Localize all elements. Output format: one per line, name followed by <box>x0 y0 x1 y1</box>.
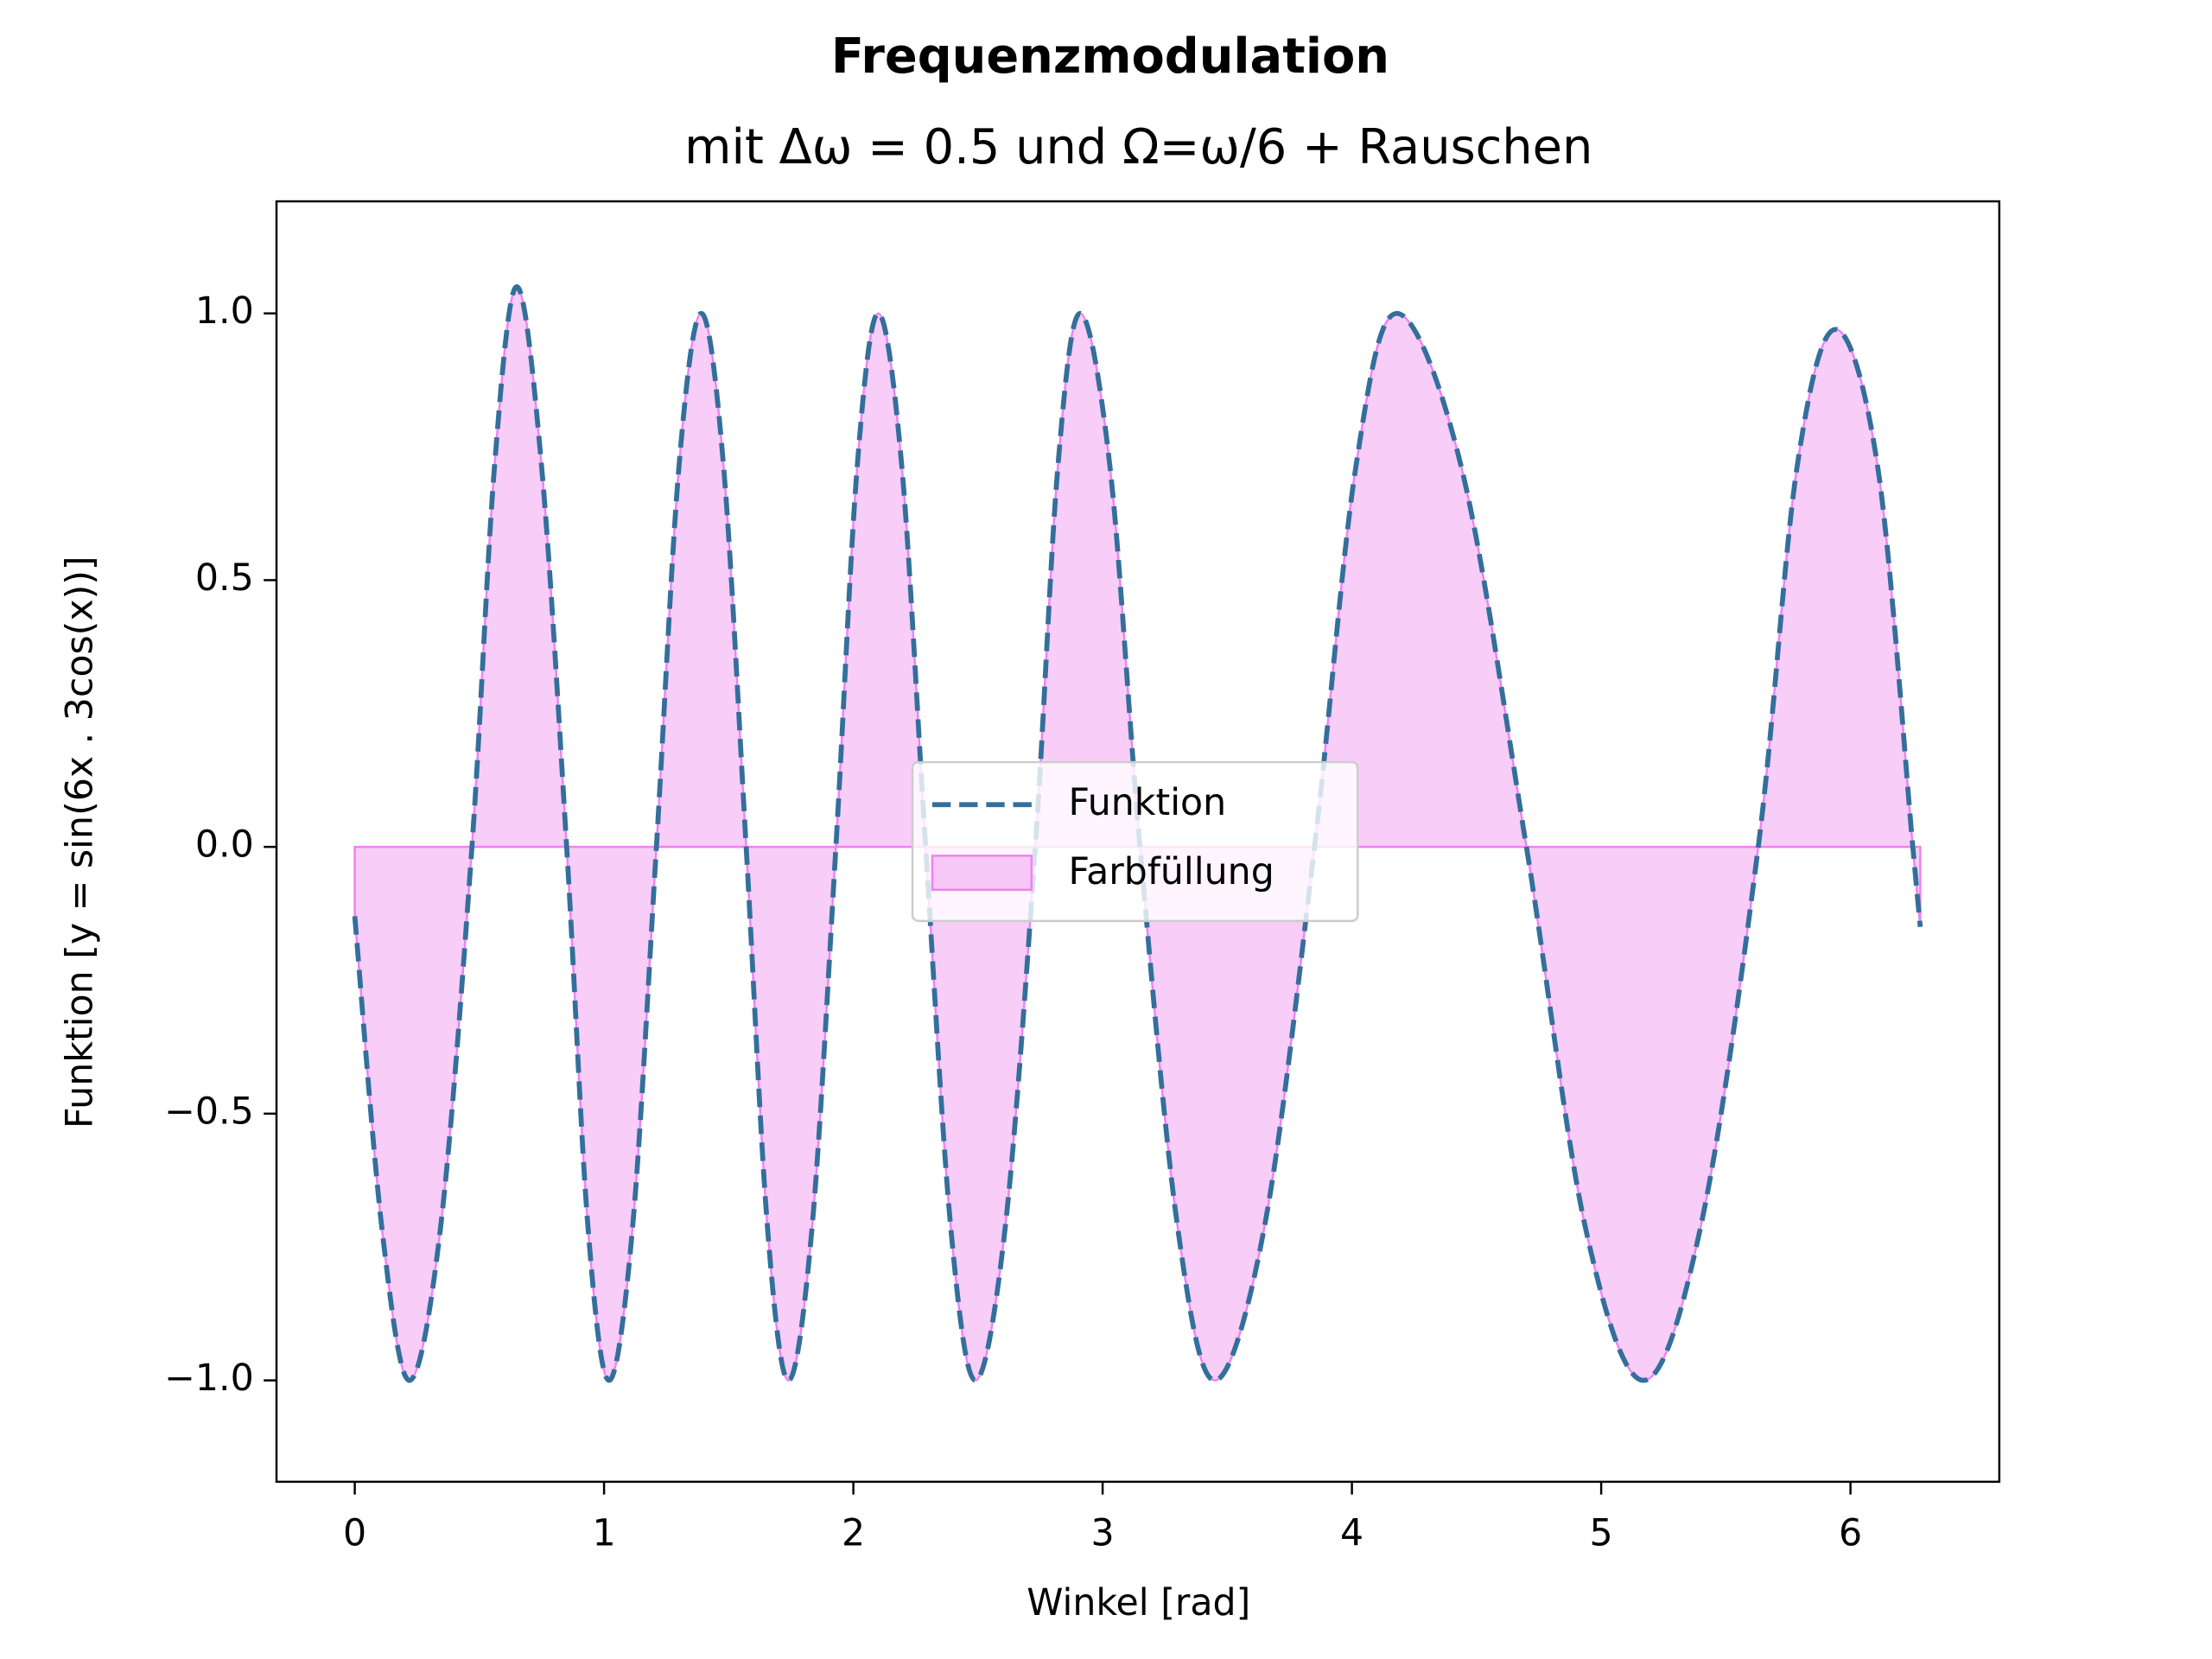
x-tick-label: 4 <box>1340 1512 1363 1555</box>
x-tick-label: 3 <box>1091 1512 1115 1555</box>
y-tick-label: 1.0 <box>195 289 254 333</box>
legend-label: Funktion <box>1069 781 1227 824</box>
y-tick-label: −1.0 <box>164 1357 254 1400</box>
y-tick-label: 0.0 <box>195 823 254 867</box>
legend-label: Farbfüllung <box>1069 850 1274 893</box>
y-axis-label: Funktion [y = sin(6x . 3cos(x))] <box>59 556 102 1129</box>
plot-frame <box>275 200 2001 1484</box>
y-tick-label: 0.5 <box>195 556 254 600</box>
chart-subtitle: mit Δω = 0.5 und Ω=ω/6 + Rauschen <box>684 119 1592 175</box>
x-tick-label: 6 <box>1839 1512 1862 1555</box>
line <box>352 283 1923 1383</box>
chart-title: Frequenzmodulation <box>831 29 1389 85</box>
x-tick-label: 1 <box>593 1512 616 1555</box>
y-tick-label: −0.5 <box>164 1090 254 1133</box>
legend-swatch <box>931 855 1033 891</box>
x-tick-label: 0 <box>343 1512 366 1555</box>
legend-box <box>911 760 1359 923</box>
x-axis-label: Winkel [rad] <box>1027 1581 1250 1624</box>
legend: Funktion Farbfüllung <box>911 760 1359 923</box>
x-tick-label: 2 <box>842 1512 865 1555</box>
x-tick-label: 5 <box>1590 1512 1613 1555</box>
